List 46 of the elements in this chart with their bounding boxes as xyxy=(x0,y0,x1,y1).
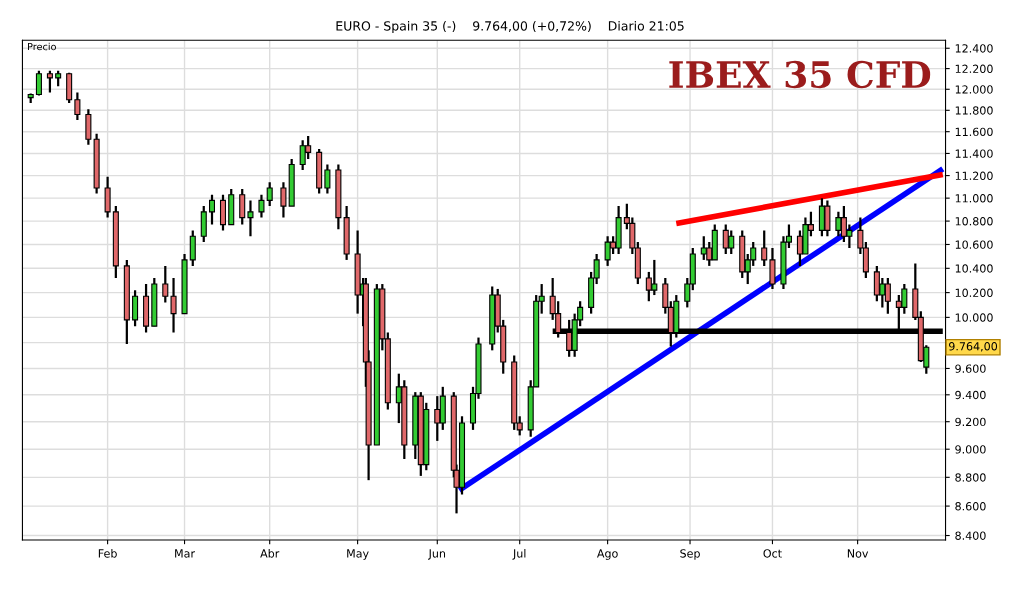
x-tick-label: Mar xyxy=(175,549,196,558)
y-tick-label: 9.400 xyxy=(955,390,986,400)
y-tick-label: 10.800 xyxy=(955,217,993,226)
candlestick xyxy=(247,199,254,238)
candlestick xyxy=(761,229,768,268)
y-tick-label: 11.800 xyxy=(955,106,993,115)
y-tick-label: 8.600 xyxy=(955,502,986,511)
y-tick-label: 11.400 xyxy=(955,149,993,158)
y-tick-label: 12.400 xyxy=(955,44,993,53)
x-tick-label: Ago xyxy=(596,549,618,560)
y-tick-label: 9.200 xyxy=(955,417,986,427)
candlestick xyxy=(46,69,53,94)
x-tick-label: Jun xyxy=(428,549,446,560)
y-tick-label: 11.200 xyxy=(955,171,993,180)
candlestick xyxy=(258,193,265,219)
chart-title: EURO - Spain 35 (-) 9.764,00 (+0,72%) Diario 21:05 xyxy=(336,20,684,34)
candlestick xyxy=(239,187,246,226)
candlestick xyxy=(324,163,331,195)
y-axis-title: Precio xyxy=(28,42,56,51)
text: 9.764,00 xyxy=(949,342,998,352)
x-tick-label: Feb xyxy=(98,549,117,558)
candlestick xyxy=(604,235,611,268)
candlestick xyxy=(189,229,196,268)
candlestick xyxy=(208,193,216,226)
y-tick-label: 9.600 xyxy=(955,364,986,373)
candlestick xyxy=(35,69,42,97)
x-tick-label: May xyxy=(347,549,369,560)
x-tick-label: Abr xyxy=(260,549,280,558)
x-tick-label: Jul xyxy=(512,549,526,560)
y-tick-label: 10.000 xyxy=(955,313,993,322)
y-tick-label: 11.600 xyxy=(955,127,993,137)
y-tick-label: 12.000 xyxy=(955,85,993,94)
x-tick-label: Oct xyxy=(763,549,782,558)
y-tick-label: 12.200 xyxy=(955,64,993,73)
candlestick xyxy=(280,181,287,219)
y-tick-label: 8.400 xyxy=(955,531,986,540)
candlestick xyxy=(266,181,273,208)
x-tick-label: Sep xyxy=(680,549,700,560)
y-tick-label: 9.000 xyxy=(955,445,986,454)
y-tick-label: 10.600 xyxy=(955,240,993,249)
y-tick-label: 11.000 xyxy=(955,194,993,203)
chart-subtitle: IBEX 35 CFD xyxy=(669,60,931,89)
y-tick-label: 8.800 xyxy=(955,473,986,482)
y-tick-label: 10.400 xyxy=(955,264,993,273)
x-tick-label: Nov xyxy=(847,549,869,558)
y-tick-label: 10.200 xyxy=(955,288,993,297)
